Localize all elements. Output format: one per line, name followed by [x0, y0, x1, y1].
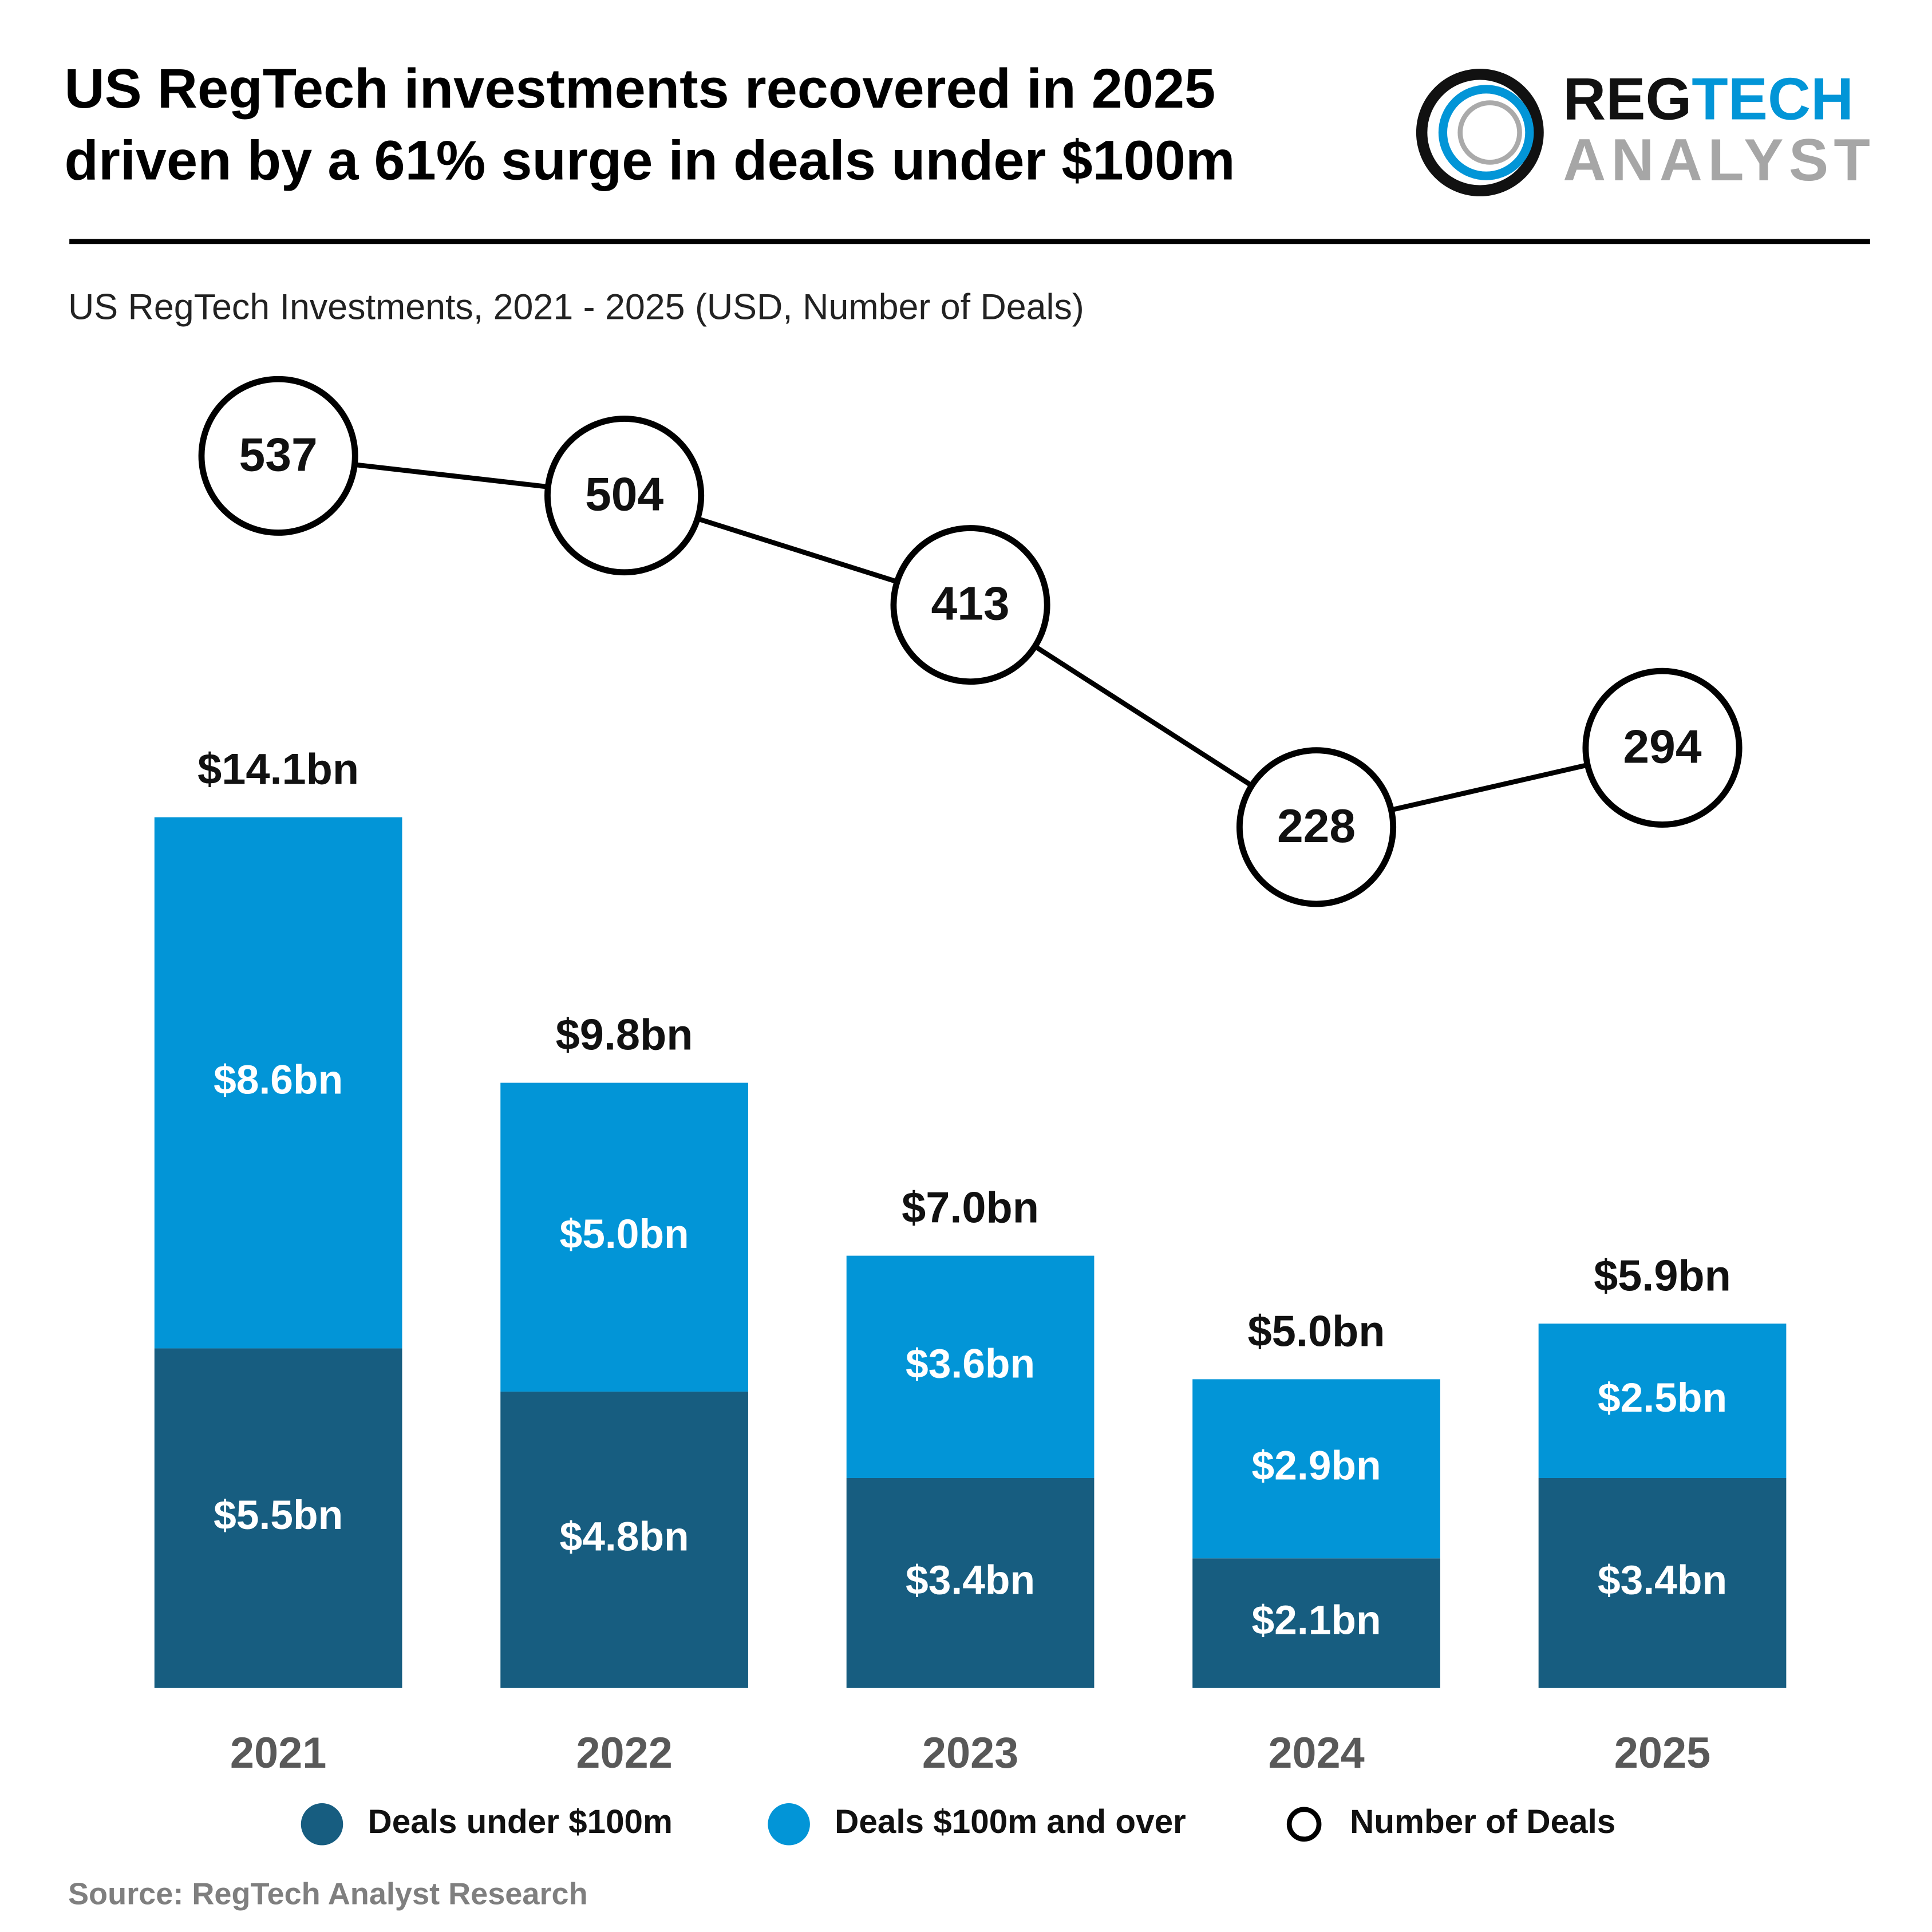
value-label: $3.6bn: [906, 1341, 1035, 1387]
logo-text: REGTECH: [1563, 66, 1854, 133]
x-tick-label: 2024: [1268, 1729, 1364, 1777]
value-label: $4.8bn: [560, 1514, 689, 1560]
value-label: $2.9bn: [1251, 1443, 1381, 1489]
bar-segment: [1192, 1558, 1440, 1688]
total-label: $5.9bn: [1594, 1251, 1731, 1300]
point-label: 294: [1623, 721, 1701, 773]
logo-ring: [1438, 85, 1534, 180]
legend-label: Number of Deals: [1350, 1803, 1615, 1840]
logo-ring: [1416, 69, 1544, 196]
point: [544, 416, 705, 576]
logo-ring: [1457, 100, 1522, 165]
bar-segment: [1538, 1477, 1787, 1688]
point: [890, 525, 1050, 685]
legend-marker: [1286, 1807, 1322, 1842]
bar-segment: [154, 1348, 402, 1688]
value-label: $2.5bn: [1598, 1375, 1727, 1421]
legend-marker: [768, 1803, 810, 1846]
legend-label: Deals under $100m: [368, 1803, 673, 1840]
point: [1236, 747, 1397, 907]
value-label: $2.1bn: [1251, 1597, 1381, 1643]
chart-title: US RegTech investments recovered in 2025: [65, 57, 1216, 120]
bar-segment: [500, 1391, 748, 1688]
bar-segment: [1192, 1379, 1440, 1559]
total-label: $9.8bn: [556, 1011, 693, 1060]
point-label: 504: [585, 469, 663, 521]
legend-label: Deals $100m and over: [835, 1803, 1186, 1840]
chart-subtitle: US RegTech Investments, 2021 - 2025 (USD…: [68, 287, 1084, 327]
source: Source: RegTech Analyst Research: [68, 1877, 588, 1911]
bar-segment: [154, 817, 402, 1349]
x-tick-label: 2025: [1614, 1729, 1710, 1777]
point-label: 537: [239, 429, 318, 481]
value-label: $5.0bn: [560, 1211, 689, 1257]
point-label: 413: [931, 578, 1009, 630]
value-label: $5.5bn: [214, 1492, 343, 1538]
x-tick-label: 2021: [230, 1729, 326, 1777]
total-label: $5.0bn: [1248, 1307, 1385, 1356]
bar-segment: [846, 1255, 1095, 1478]
point-label: 228: [1277, 800, 1356, 852]
x-tick-label: 2023: [922, 1729, 1018, 1777]
logo: REGTECH ANALYST: [1416, 66, 1870, 196]
total-label: $14.1bn: [197, 745, 359, 794]
chart-title: driven by a 61% surge in deals under $10…: [65, 129, 1235, 191]
total-label: $7.0bn: [902, 1184, 1039, 1232]
point: [1582, 667, 1743, 828]
point: [198, 376, 358, 536]
bar-segment: [1538, 1323, 1787, 1478]
value-label: $3.4bn: [906, 1557, 1035, 1603]
logo-text: ANALYST: [1563, 127, 1870, 193]
value-label: $8.6bn: [214, 1057, 343, 1103]
bar-segment: [846, 1477, 1095, 1688]
bar-segment: [500, 1082, 748, 1392]
legend-marker: [301, 1803, 343, 1846]
logo-text: TECH: [1692, 66, 1854, 133]
x-tick-label: 2022: [576, 1729, 672, 1777]
value-label: $3.4bn: [1598, 1557, 1727, 1603]
logo-text: REG: [1563, 66, 1692, 133]
